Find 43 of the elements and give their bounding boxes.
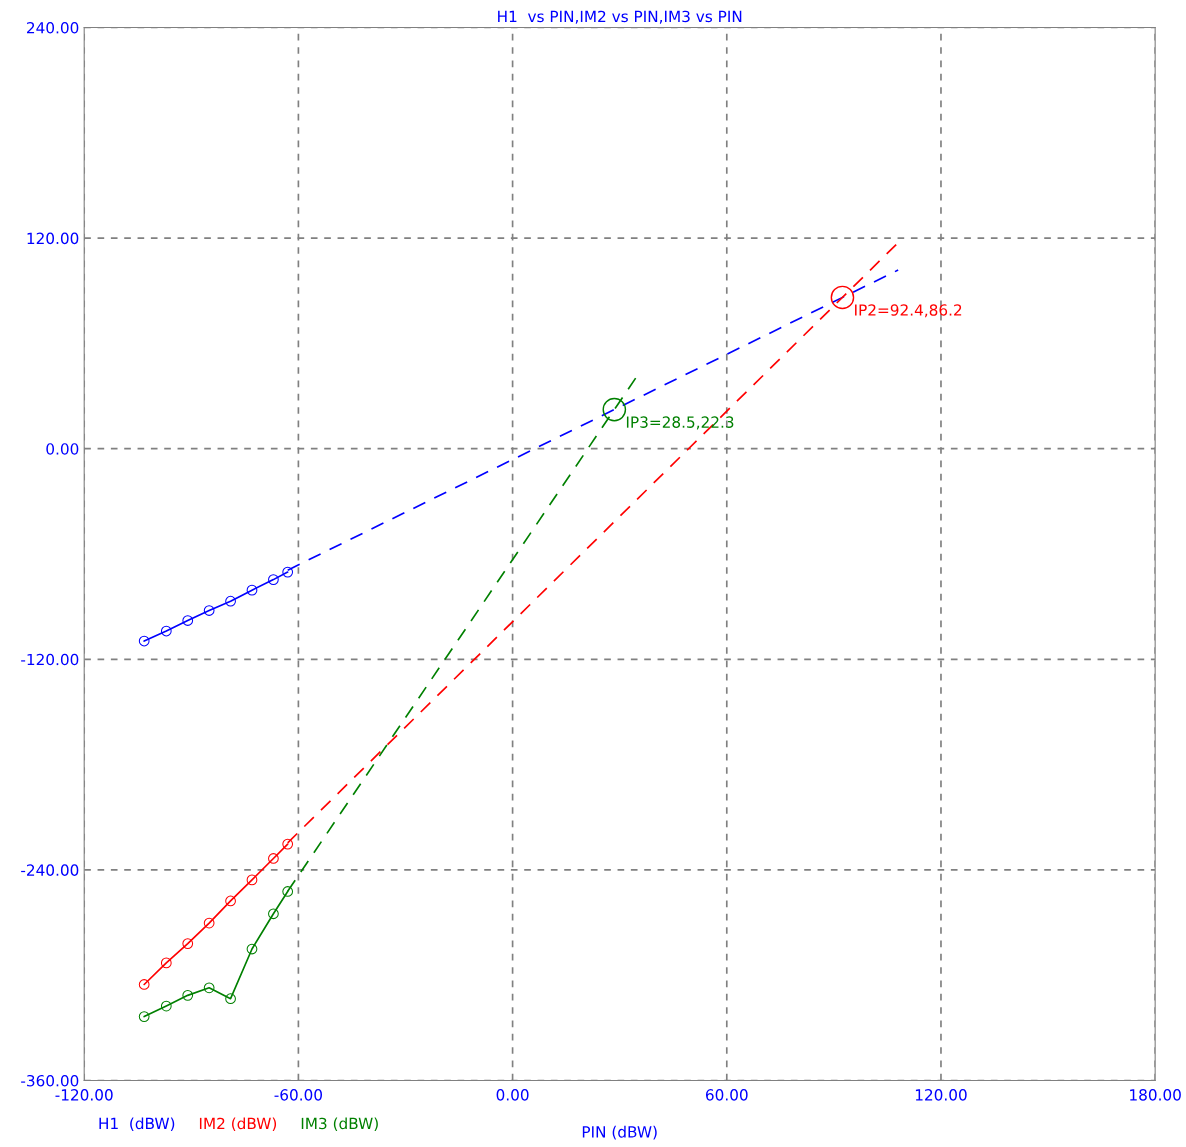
point bbox=[203, 605, 215, 616]
point bbox=[246, 874, 258, 886]
x-tick-label: 0.00 bbox=[496, 1089, 529, 1101]
x-tick-label: 120.00 bbox=[915, 1089, 967, 1101]
x-tick-label: -60.00 bbox=[274, 1089, 323, 1101]
annotation: IP2=92.4,86.2 bbox=[855, 304, 962, 318]
point bbox=[268, 574, 279, 585]
point bbox=[160, 625, 172, 637]
point bbox=[203, 917, 215, 929]
y-tick-label: 240.00 bbox=[27, 21, 79, 34]
point bbox=[268, 908, 279, 920]
y-tick-label: 120.00 bbox=[27, 232, 79, 245]
point bbox=[225, 993, 236, 1005]
annotation: IP3=28.5,22.3 bbox=[626, 416, 734, 430]
point bbox=[225, 895, 236, 907]
point bbox=[225, 595, 236, 607]
point bbox=[182, 938, 194, 949]
chart-title: H1 vs PIN,IM2 vs PIN,IM3 vs PIN bbox=[498, 10, 742, 24]
x-tick-label: -120.00 bbox=[55, 1089, 113, 1101]
x-axis-title: PIN (dBW) bbox=[582, 1125, 657, 1140]
point bbox=[282, 886, 294, 897]
point bbox=[246, 943, 258, 955]
text: IM3 (dBW) bbox=[301, 1117, 378, 1132]
y-tick-label: -360.00 bbox=[21, 1074, 79, 1087]
point bbox=[282, 566, 294, 578]
point bbox=[246, 584, 258, 596]
text: IM2 (dBW) bbox=[199, 1117, 277, 1132]
y-tick-label: 0.00 bbox=[46, 443, 79, 455]
point bbox=[160, 957, 172, 969]
point bbox=[182, 989, 194, 1001]
y-tick-label: -240.00 bbox=[21, 864, 79, 876]
point bbox=[182, 615, 194, 626]
y-tick-label: -120.00 bbox=[21, 653, 79, 666]
point bbox=[138, 979, 150, 990]
point bbox=[160, 1000, 172, 1012]
point bbox=[203, 982, 215, 994]
point bbox=[282, 838, 294, 850]
text: H1 (dBW) bbox=[99, 1117, 175, 1132]
x-tick-label: 180.00 bbox=[1130, 1089, 1181, 1101]
point bbox=[138, 635, 150, 647]
x-tick-label: 60.00 bbox=[705, 1089, 748, 1101]
point bbox=[268, 853, 279, 864]
point bbox=[138, 1011, 150, 1022]
